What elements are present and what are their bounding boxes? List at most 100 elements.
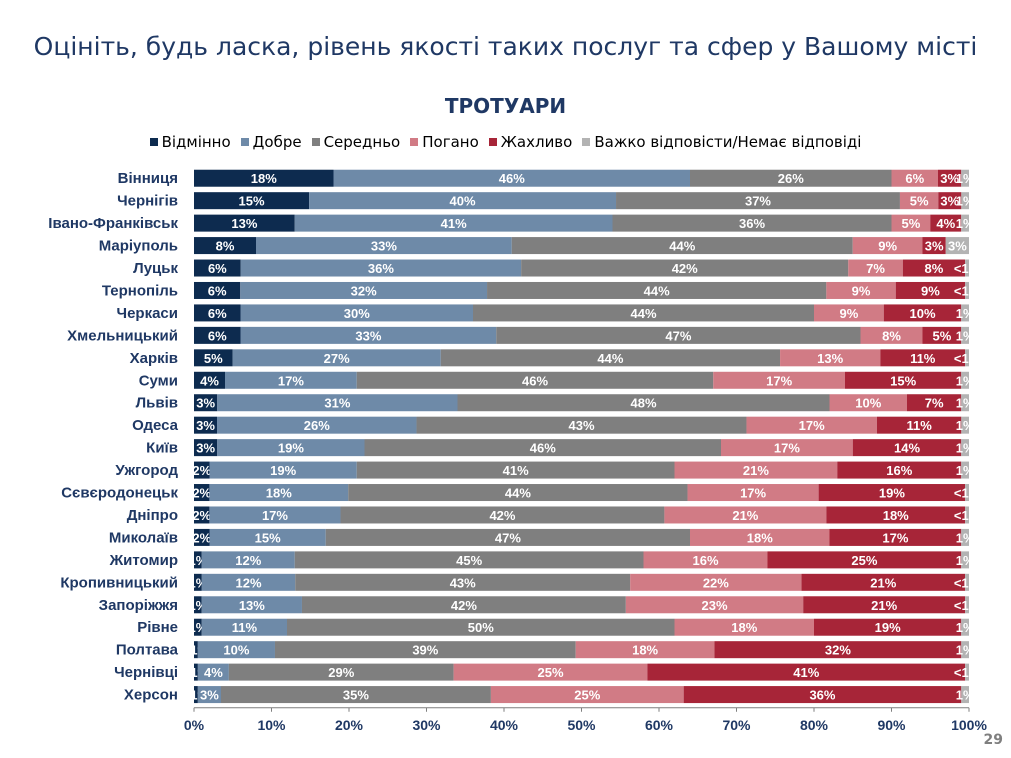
data-label-19-1: 13% — [239, 598, 265, 613]
bar-12-1 — [217, 439, 365, 457]
data-label-12-3: 17% — [774, 441, 800, 456]
bar-11-3 — [746, 416, 877, 434]
data-label-11-5: 1% — [956, 418, 975, 433]
bar-18-3 — [630, 573, 802, 591]
category-label-3: Маріуполь — [99, 238, 178, 255]
data-label-4-0: 6% — [208, 261, 227, 276]
data-label-22-3: 25% — [537, 665, 563, 680]
bar-13-2 — [356, 461, 675, 479]
data-label-4-3: 7% — [866, 261, 885, 276]
data-label-11-4: 11% — [906, 418, 932, 433]
data-label-12-0: 3% — [196, 441, 215, 456]
bar-7-0 — [194, 326, 241, 344]
bar-19-1 — [201, 596, 302, 614]
data-label-23-3: 25% — [574, 688, 600, 703]
bar-12-2 — [364, 439, 721, 457]
bar-14-3 — [687, 484, 819, 502]
bar-4-5 — [965, 259, 969, 277]
category-label-1: Чернігів — [117, 193, 178, 210]
data-label-15-1: 17% — [262, 508, 288, 523]
data-label-5-0: 6% — [208, 283, 227, 298]
data-label-10-4: 7% — [925, 396, 944, 411]
page-title: Оцініть, будь ласка, рівень якості таких… — [33, 32, 978, 61]
data-label-9-5: 1% — [956, 373, 975, 388]
bar-2-1 — [294, 214, 613, 232]
bar-23-0 — [194, 686, 198, 704]
bar-10-3 — [829, 394, 907, 412]
bar-13-0 — [194, 461, 210, 479]
bar-12-0 — [194, 439, 218, 457]
data-label-2-5: 1% — [956, 216, 975, 231]
bar-12-3 — [721, 439, 853, 457]
data-label-1-4: 3% — [940, 194, 959, 209]
data-label-2-3: 5% — [901, 216, 920, 231]
bar-16-4 — [829, 528, 962, 546]
bar-17-0 — [194, 551, 202, 569]
bar-11-4 — [876, 416, 962, 434]
data-label-21-5: 1% — [956, 643, 975, 658]
x-tick-label-10: 100% — [951, 717, 987, 733]
data-label-11-0: 3% — [196, 418, 215, 433]
bar-19-3 — [625, 596, 804, 614]
category-label-23: Херсон — [124, 687, 178, 704]
x-tick-label-0: 0% — [184, 717, 205, 733]
bar-13-4 — [837, 461, 962, 479]
data-label-16-3: 18% — [747, 530, 773, 545]
legend-item-3: Погано — [410, 133, 479, 151]
category-label-17: Житомир — [109, 552, 178, 569]
bar-11-0 — [194, 416, 218, 434]
bar-22-2 — [228, 663, 454, 681]
bar-7-1 — [240, 326, 497, 344]
x-tick-label-7: 70% — [722, 717, 751, 733]
data-label-18-5: <1% — [954, 575, 981, 590]
data-label-16-2: 47% — [495, 530, 521, 545]
data-label-10-0: 3% — [196, 396, 215, 411]
data-label-7-5: 1% — [956, 328, 975, 343]
bar-1-3 — [899, 192, 939, 210]
data-label-13-1: 19% — [270, 463, 296, 478]
data-label-22-4: 41% — [793, 665, 819, 680]
category-label-9: Суми — [139, 372, 178, 389]
bar-0-1 — [333, 169, 690, 187]
bar-0-0 — [194, 169, 334, 187]
data-label-0-0: 18% — [251, 171, 277, 186]
legend-item-2: Середньо — [311, 133, 400, 151]
legend-item-1: Добре — [240, 133, 302, 151]
data-label-19-3: 23% — [702, 598, 728, 613]
data-label-9-4: 15% — [890, 373, 916, 388]
data-label-18-3: 22% — [703, 575, 729, 590]
data-label-8-5: <1% — [954, 351, 981, 366]
x-tick-label-9: 90% — [877, 717, 906, 733]
data-label-3-0: 8% — [216, 239, 235, 254]
bar-0-2 — [690, 169, 892, 187]
bar-9-1 — [225, 371, 357, 389]
bar-13-1 — [209, 461, 357, 479]
category-label-20: Рівне — [137, 619, 178, 636]
data-label-2-0: 13% — [231, 216, 257, 231]
data-label-14-5: <1% — [954, 486, 981, 501]
data-label-23-4: 36% — [809, 688, 835, 703]
bar-9-4 — [845, 371, 962, 389]
bar-15-3 — [664, 506, 827, 524]
data-label-20-2: 50% — [468, 620, 494, 635]
data-label-5-4: 9% — [921, 283, 940, 298]
data-label-18-4: 21% — [870, 575, 896, 590]
data-label-1-0: 15% — [239, 194, 265, 209]
bar-3-2 — [511, 237, 853, 255]
data-label-15-3: 21% — [732, 508, 758, 523]
bar-5-0 — [194, 281, 241, 299]
data-label-15-4: 18% — [883, 508, 909, 523]
data-label-12-2: 46% — [530, 441, 556, 456]
data-label-3-1: 33% — [371, 239, 397, 254]
bar-5-3 — [826, 281, 896, 299]
bar-19-0 — [194, 596, 202, 614]
bar-8-0 — [194, 349, 233, 367]
category-label-6: Черкаси — [117, 305, 178, 322]
bar-15-5 — [965, 506, 969, 524]
bar-3-4 — [922, 237, 946, 255]
bar-14-4 — [818, 484, 966, 502]
bar-1-0 — [194, 192, 310, 210]
bar-17-4 — [767, 551, 962, 569]
bar-8-5 — [965, 349, 969, 367]
bar-10-2 — [457, 394, 830, 412]
